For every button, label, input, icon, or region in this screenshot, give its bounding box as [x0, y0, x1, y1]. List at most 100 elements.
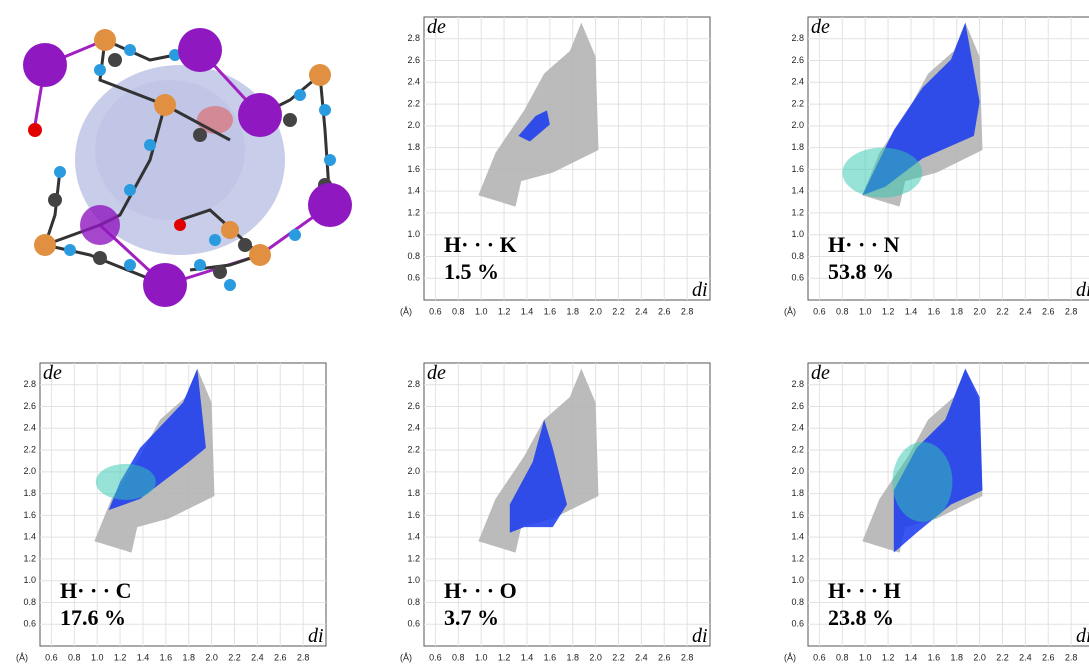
- y-tick-label: 1.4: [791, 186, 804, 196]
- y-tick-label: 0.6: [791, 619, 804, 629]
- unit-label: (Å): [16, 652, 28, 662]
- y-axis-label: de: [811, 362, 830, 384]
- x-tick-label: 0.8: [452, 306, 465, 316]
- unit-label: (Å): [400, 652, 412, 662]
- y-tick-label: 1.6: [407, 164, 420, 174]
- x-tick-label: 1.8: [182, 652, 195, 662]
- unit-label: (Å): [784, 652, 796, 662]
- y-tick-label: 2.8: [407, 379, 420, 389]
- y-tick-label: 0.6: [791, 273, 804, 283]
- y-tick-label: 0.8: [407, 597, 420, 607]
- x-tick-label: 1.6: [544, 306, 557, 316]
- x-tick-label: 1.2: [498, 652, 511, 662]
- y-tick-label: 0.6: [407, 619, 420, 629]
- contact-percent: 17.6 %: [60, 605, 126, 630]
- y-tick-label: 1.8: [23, 488, 36, 498]
- y-tick-label: 1.2: [791, 553, 804, 563]
- x-tick-label: 0.6: [813, 652, 826, 662]
- x-tick-label: 1.8: [950, 652, 963, 662]
- x-tick-label: 2.8: [1065, 306, 1078, 316]
- y-tick-label: 1.8: [791, 488, 804, 498]
- x-tick-label: 2.0: [973, 652, 986, 662]
- x-tick-label: 2.6: [658, 652, 671, 662]
- y-axis-label: de: [43, 362, 62, 384]
- x-tick-label: 2.0: [973, 306, 986, 316]
- x-axis-label: di: [1076, 279, 1089, 301]
- y-tick-label: 2.0: [791, 466, 804, 476]
- y-tick-label: 1.0: [23, 575, 36, 585]
- y-tick-label: 2.6: [23, 401, 36, 411]
- y-tick-label: 2.8: [791, 379, 804, 389]
- unit-label: (Å): [400, 306, 412, 316]
- x-tick-label: 2.6: [1042, 306, 1055, 316]
- y-tick-label: 2.6: [791, 401, 804, 411]
- y-tick-label: 1.4: [407, 532, 420, 542]
- y-tick-label: 2.2: [791, 98, 804, 108]
- x-tick-label: 1.2: [882, 306, 895, 316]
- y-tick-label: 1.2: [791, 207, 804, 217]
- y-tick-label: 0.6: [23, 619, 36, 629]
- x-tick-label: 2.0: [589, 306, 602, 316]
- y-tick-label: 2.8: [791, 33, 804, 43]
- y-tick-label: 2.4: [791, 77, 804, 87]
- contact-percent: 1.5 %: [444, 259, 499, 284]
- x-tick-label: 0.6: [429, 652, 442, 662]
- y-tick-label: 0.8: [791, 251, 804, 261]
- y-tick-label: 2.6: [407, 401, 420, 411]
- x-tick-label: 1.4: [905, 652, 918, 662]
- x-tick-label: 2.6: [1042, 652, 1055, 662]
- x-tick-label: 1.0: [859, 306, 872, 316]
- y-tick-label: 2.8: [407, 33, 420, 43]
- x-tick-label: 0.6: [429, 306, 442, 316]
- contact-percent: 53.8 %: [828, 259, 894, 284]
- x-tick-label: 1.4: [521, 306, 534, 316]
- x-axis-label: di: [692, 279, 708, 301]
- unit-label: (Å): [784, 306, 796, 316]
- x-tick-label: 1.0: [475, 306, 488, 316]
- y-tick-label: 1.2: [407, 207, 420, 217]
- y-tick-label: 2.2: [791, 444, 804, 454]
- x-axis-label: di: [1076, 625, 1089, 647]
- contact-density: [842, 148, 922, 198]
- x-tick-label: 2.4: [635, 306, 648, 316]
- x-tick-label: 1.4: [137, 652, 150, 662]
- y-tick-label: 1.2: [23, 553, 36, 563]
- y-tick-label: 2.2: [407, 98, 420, 108]
- figure: 0.6 0.8 1.0 1.2 1.4 1.6 1.8 2.0 2.2 2.4 2.6 2.8 0.6 0…: [0, 0, 1089, 666]
- y-tick-label: 1.8: [407, 488, 420, 498]
- contact-title: H· · · K: [444, 232, 517, 257]
- y-tick-label: 0.6: [407, 273, 420, 283]
- x-tick-label: 2.2: [996, 306, 1009, 316]
- y-tick-label: 1.6: [791, 164, 804, 174]
- x-tick-label: 2.6: [658, 306, 671, 316]
- x-tick-label: 2.4: [635, 652, 648, 662]
- x-tick-label: 2.6: [274, 652, 287, 662]
- y-tick-label: 1.4: [791, 532, 804, 542]
- x-tick-label: 2.8: [681, 306, 694, 316]
- x-tick-label: 2.2: [996, 652, 1009, 662]
- x-axis-label: di: [308, 625, 324, 647]
- y-tick-label: 2.2: [23, 444, 36, 454]
- y-tick-label: 1.0: [407, 575, 420, 585]
- x-tick-label: 2.2: [228, 652, 241, 662]
- contact-density: [96, 464, 156, 500]
- y-tick-label: 0.8: [23, 597, 36, 607]
- y-axis-label: de: [811, 16, 830, 38]
- contact-percent: 23.8 %: [828, 605, 894, 630]
- x-tick-label: 2.8: [681, 652, 694, 662]
- x-tick-label: 0.8: [452, 652, 465, 662]
- x-tick-label: 0.8: [836, 306, 849, 316]
- y-tick-label: 2.4: [407, 423, 420, 433]
- contact-title: H· · · N: [828, 232, 900, 257]
- x-tick-label: 1.8: [566, 652, 579, 662]
- x-tick-label: 2.2: [612, 306, 625, 316]
- y-tick-label: 2.0: [791, 120, 804, 130]
- y-tick-label: 2.0: [407, 466, 420, 476]
- x-tick-label: 2.8: [1065, 652, 1078, 662]
- x-tick-label: 1.4: [521, 652, 534, 662]
- x-tick-label: 0.6: [813, 306, 826, 316]
